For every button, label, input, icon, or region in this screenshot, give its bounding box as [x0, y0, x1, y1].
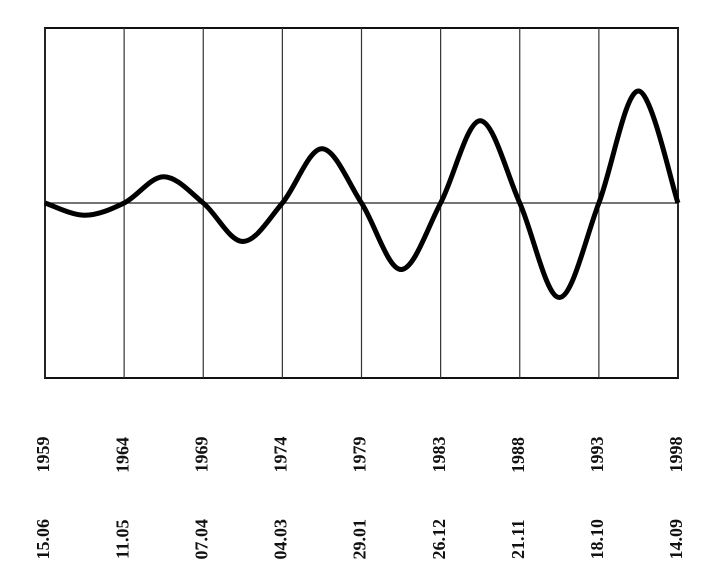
x-tick-label: 21.11 1988 [508, 437, 528, 559]
x-tick-label: 26.12 1983 [429, 437, 449, 560]
x-tick-label: 07.04 1969 [191, 437, 211, 560]
x-tick-label: 11.05 1964 [112, 437, 132, 559]
x-tick-label: 29.01 1979 [350, 437, 370, 560]
x-tick-label: 15.06 1959 [33, 437, 53, 560]
data-line [44, 88, 681, 300]
x-tick-label: 04.03 1974 [271, 437, 291, 560]
x-tick-label: 18.10 1993 [587, 437, 607, 560]
x-tick-label: 14.09 1998 [666, 437, 686, 560]
